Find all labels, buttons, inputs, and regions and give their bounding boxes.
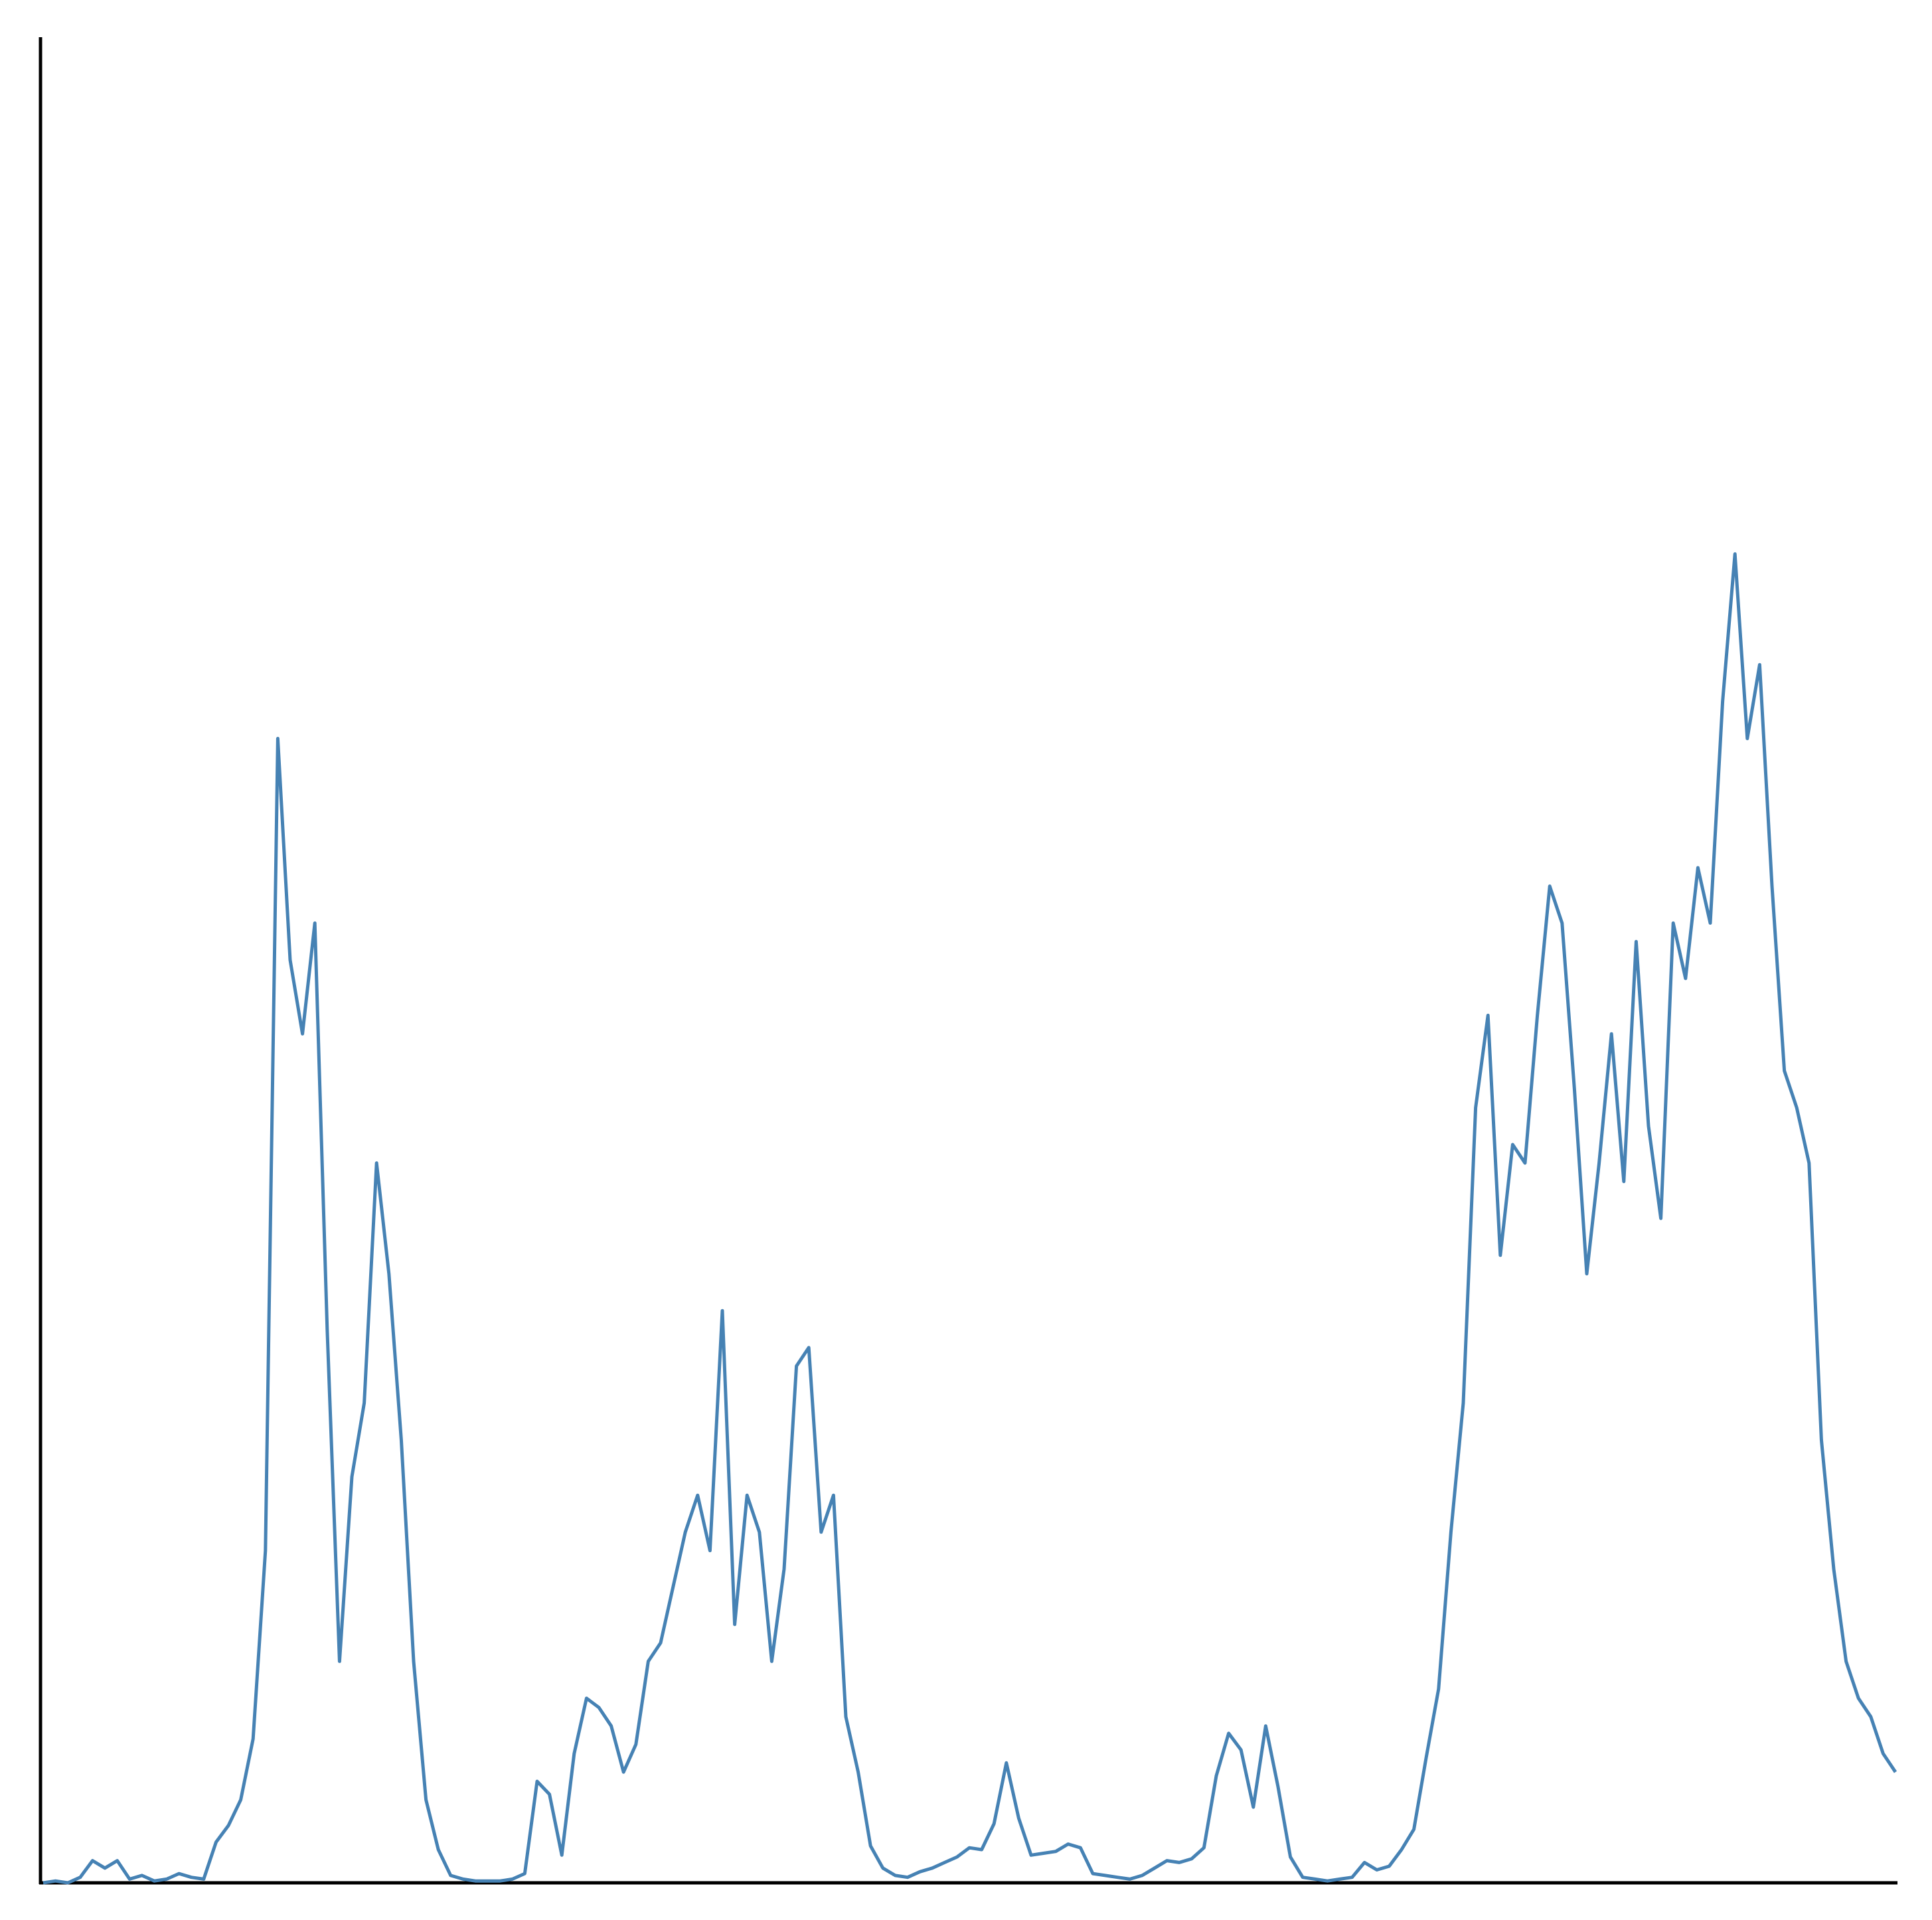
data-line: [42, 552, 1897, 1885]
